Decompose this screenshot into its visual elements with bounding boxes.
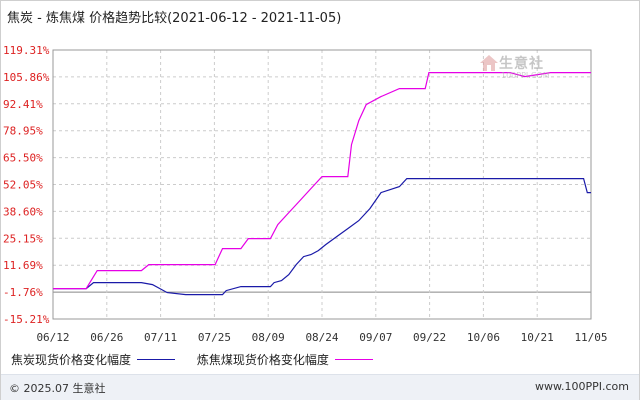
x-tick-label: 07/25: [198, 331, 231, 344]
y-tick-label: 105.86%: [3, 71, 50, 84]
grid: [52, 49, 592, 320]
x-tick-label: 06/26: [90, 331, 123, 344]
y-tick-label: 11.69%: [3, 259, 43, 272]
axes: 119.31% 105.86% 92.41% 78.95% 65.50% 52.05% 38…: [3, 44, 608, 344]
x-tick-label: 07/11: [144, 331, 177, 344]
watermark-logo-text: 生意社: [499, 56, 544, 72]
legend-swatch-coke: [137, 359, 176, 360]
y-tick-label: -1.76%: [3, 286, 43, 299]
legend-label-coke: 焦炭现货价格变化幅度: [11, 353, 132, 367]
y-tick-label: 52.05%: [3, 179, 43, 192]
x-tick-label: 08/09: [252, 331, 285, 344]
series-lines: [53, 71, 591, 296]
x-tick-label: 11/05: [574, 331, 607, 344]
house-logo-icon: [480, 55, 498, 71]
x-tick-label: 06/12: [36, 331, 69, 344]
x-tick-label: 08/24: [305, 331, 338, 344]
series-line-coke: [53, 178, 591, 296]
y-tick-label: 78.95%: [3, 125, 43, 138]
footer: © 2025.07 生意社 www.100PPI.com: [1, 374, 639, 400]
y-tick-label: 92.41%: [3, 98, 43, 111]
legend-swatch-coking-coal: [334, 359, 373, 360]
y-tick-label: 65.50%: [3, 152, 43, 165]
x-tick-label: 10/06: [467, 331, 500, 344]
chart-plot: 119.31% 105.86% 92.41% 78.95% 65.50% 52.05% 38…: [3, 44, 608, 344]
site-link[interactable]: www.100PPI.com: [535, 380, 629, 393]
watermark-url: 100PPI.COM: [501, 71, 550, 80]
x-tick-label: 09/22: [413, 331, 446, 344]
x-tick-label: 10/21: [521, 331, 554, 344]
legend: 焦炭现货价格变化幅度 炼焦煤现货价格变化幅度: [11, 351, 391, 368]
x-tick-label: 09/07: [359, 331, 392, 344]
legend-item-coke: 焦炭现货价格变化幅度: [11, 351, 176, 368]
plot-border: [52, 49, 592, 320]
y-tick-label: 119.31%: [3, 44, 50, 57]
watermark: 生意社 100PPI.COM: [479, 53, 550, 80]
series-line-coking-coal: [53, 71, 591, 290]
y-tick-label: 25.15%: [3, 232, 43, 245]
chart-title: 焦炭 - 炼焦煤 价格趋势比较(2021-06-12 - 2021-11-05): [7, 11, 342, 26]
copyright-text: © 2025.07 生意社: [9, 382, 106, 395]
legend-item-coking-coal: 炼焦煤现货价格变化幅度: [197, 351, 373, 368]
y-tick-label: -15.21%: [3, 313, 50, 326]
y-tick-label: 38.60%: [3, 205, 43, 218]
legend-label-coking-coal: 炼焦煤现货价格变化幅度: [196, 353, 329, 367]
